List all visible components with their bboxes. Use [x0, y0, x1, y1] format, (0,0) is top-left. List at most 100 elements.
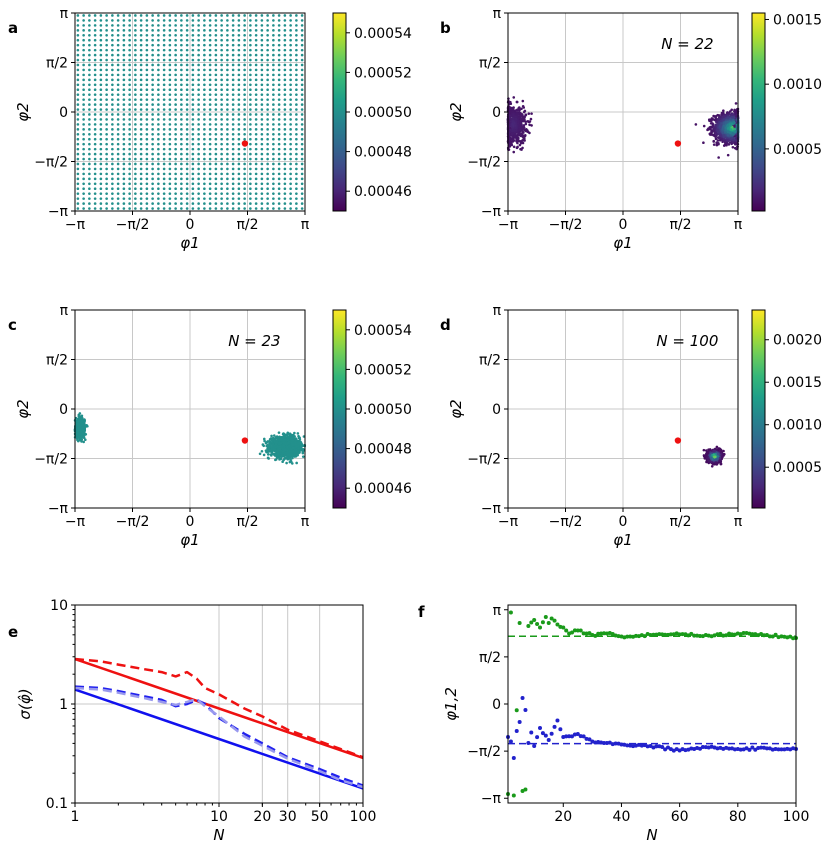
data-point: [203, 14, 206, 17]
data-point: [162, 88, 166, 92]
data-point: [231, 93, 235, 96]
data-point: [277, 93, 281, 96]
data-point: [162, 192, 166, 195]
data-point: [289, 33, 292, 37]
data-point: [289, 73, 292, 77]
data-point: [139, 182, 143, 186]
tick-label-y: 0: [492, 105, 501, 121]
data-point: [300, 48, 304, 52]
data-point: [277, 43, 281, 47]
data-point: [76, 128, 80, 131]
data-point: [157, 29, 160, 32]
data-point: [220, 108, 223, 111]
data-point: [82, 43, 85, 47]
data-point: [111, 113, 114, 116]
data-point: [512, 139, 516, 142]
data-point: [162, 147, 166, 151]
data-point: [174, 118, 177, 121]
data-point: [82, 14, 85, 17]
data-point: [180, 68, 183, 72]
data-point: [99, 108, 103, 111]
data-point: [735, 118, 739, 121]
data-point: [226, 182, 229, 186]
data-point: [76, 33, 80, 37]
data-point: [283, 137, 287, 141]
data-point: [145, 58, 149, 62]
data-point: [180, 192, 183, 195]
data-point: [243, 118, 246, 121]
data-point: [711, 122, 714, 125]
data-point: [157, 197, 160, 200]
data-point: [522, 126, 526, 129]
data-point: [185, 48, 189, 52]
data-point: [277, 29, 281, 32]
data-point: [243, 123, 246, 126]
data-point: [226, 108, 229, 111]
data-point: [180, 172, 183, 176]
data-point: [93, 73, 97, 77]
data-point: [168, 33, 172, 37]
data-point: [180, 14, 183, 17]
data-point: [122, 98, 126, 101]
data-point: [191, 142, 195, 146]
data-point: [277, 63, 281, 67]
data-point: [162, 24, 166, 27]
data-point: [266, 98, 269, 101]
data-point: [715, 120, 718, 124]
data-point: [88, 58, 91, 62]
data-point: [243, 98, 246, 101]
data-point: [283, 73, 287, 77]
data-point: [237, 73, 241, 77]
data-point: [128, 152, 131, 156]
data-point: [300, 73, 304, 77]
data-point: [283, 192, 287, 195]
data-point: [151, 132, 154, 136]
data-point: [243, 113, 246, 116]
data-point: [99, 48, 103, 52]
data-point: [237, 58, 241, 62]
data-point: [105, 93, 108, 96]
data-point: [191, 192, 195, 195]
data-point: [266, 29, 269, 32]
data-point: [185, 98, 189, 101]
data-point: [272, 132, 275, 136]
data-point: [208, 88, 212, 92]
data-point: [243, 187, 246, 191]
data-point: [254, 202, 258, 205]
data-point: [122, 182, 126, 186]
data-point: [249, 132, 252, 136]
data-point: [168, 48, 172, 52]
data-point: [237, 43, 241, 47]
data-point: [260, 118, 264, 121]
data-point: [157, 177, 160, 181]
data-point: [116, 147, 120, 151]
data-point: [88, 68, 91, 72]
data-point: [151, 172, 154, 176]
data-point: [134, 103, 137, 106]
data-point: [134, 63, 137, 67]
data-point: [243, 78, 246, 82]
data-point: [723, 124, 726, 127]
data-point: [122, 177, 126, 181]
data-point: [289, 137, 292, 141]
data-point: [220, 132, 223, 136]
data-point: [272, 14, 275, 17]
data-point: [300, 78, 304, 82]
data-point: [76, 43, 80, 47]
data-point: [99, 132, 103, 136]
data-point: [111, 132, 114, 136]
data-point: [203, 192, 206, 195]
data-point: [162, 103, 166, 106]
data-point: [237, 33, 241, 37]
data-point: [726, 111, 729, 114]
data-point: [128, 172, 131, 176]
data-point: [157, 48, 160, 52]
data-point: [122, 14, 126, 17]
data-point: [724, 128, 727, 132]
data-point: [122, 132, 126, 136]
data-point: [237, 132, 241, 136]
data-point: [283, 43, 287, 47]
data-point: [272, 38, 275, 42]
data-point: [191, 33, 195, 37]
data-point: [82, 58, 85, 62]
